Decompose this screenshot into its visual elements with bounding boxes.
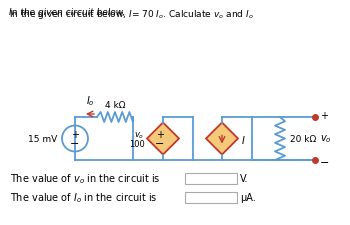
- Text: In the given circuit below,: In the given circuit below,: [9, 8, 128, 17]
- Text: +: +: [71, 129, 79, 139]
- Polygon shape: [147, 123, 179, 155]
- Text: $I$: $I$: [241, 133, 246, 145]
- Text: In the given circuit below, $I$= 70 $I_o$. Calculate $v_o$ and $I_o$: In the given circuit below, $I$= 70 $I_o…: [9, 8, 254, 21]
- Text: 4 kΩ: 4 kΩ: [105, 101, 125, 110]
- Text: −: −: [320, 157, 329, 167]
- Text: $v_o$: $v_o$: [134, 130, 144, 140]
- Text: 20 kΩ: 20 kΩ: [290, 134, 316, 143]
- Text: μA.: μA.: [240, 192, 256, 202]
- Bar: [185, 173, 237, 184]
- Text: V.: V.: [240, 173, 248, 183]
- Text: The value of $I_o$ in the circuit is: The value of $I_o$ in the circuit is: [10, 190, 158, 204]
- Text: 100: 100: [129, 139, 145, 148]
- Text: +: +: [156, 130, 164, 140]
- Text: The value of $v_o$ in the circuit is: The value of $v_o$ in the circuit is: [10, 171, 161, 185]
- Text: −: −: [155, 139, 165, 149]
- Text: $I_o$: $I_o$: [86, 94, 94, 108]
- Text: 15 mV: 15 mV: [28, 134, 57, 143]
- Bar: [185, 192, 237, 202]
- Polygon shape: [206, 123, 238, 155]
- Text: $v_o$: $v_o$: [320, 133, 331, 145]
- Text: +: +: [320, 110, 328, 120]
- Text: −: −: [70, 139, 80, 149]
